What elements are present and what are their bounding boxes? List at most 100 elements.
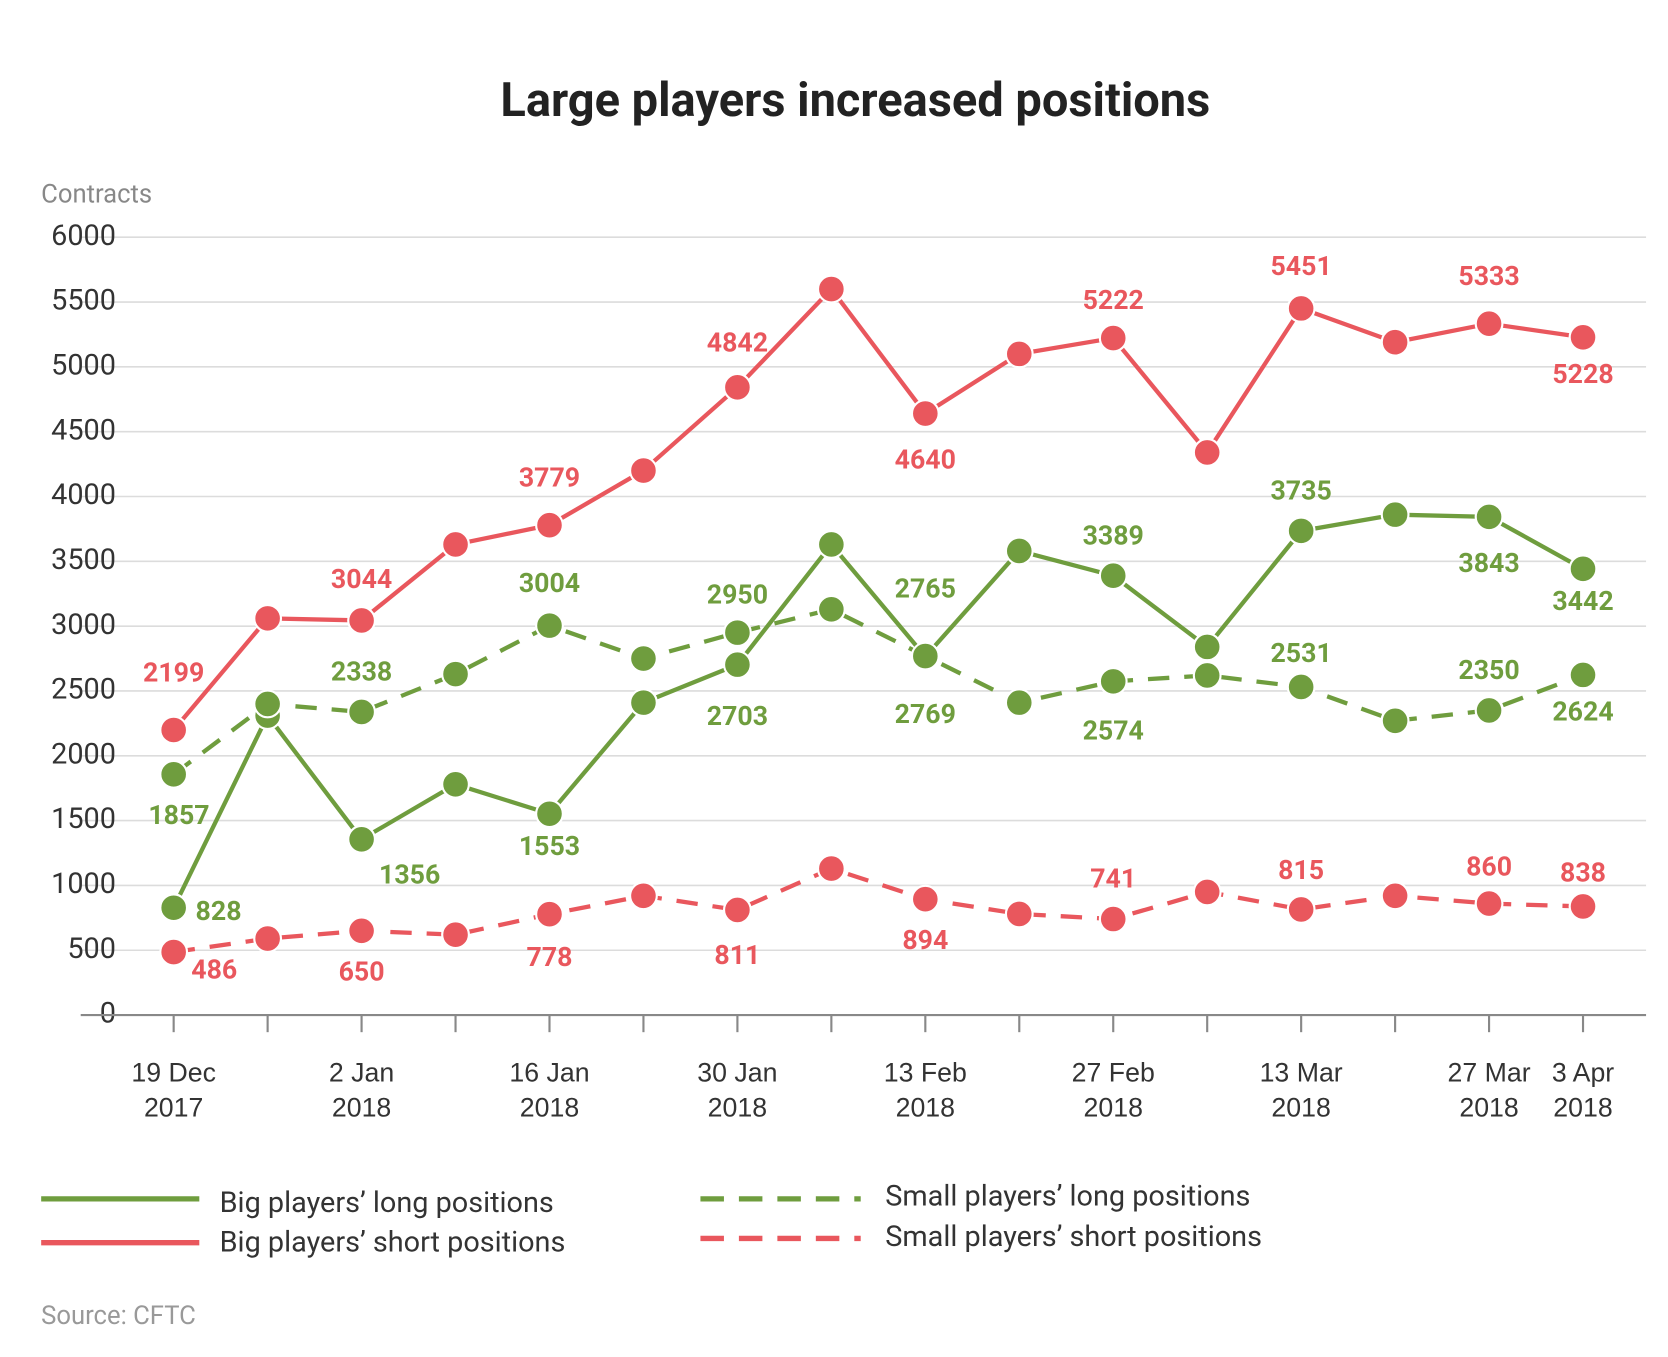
point <box>535 510 564 540</box>
point <box>1474 889 1504 919</box>
x-tick-label: 13 Feb 2018 <box>883 1057 967 1123</box>
y-tick-label: 4000 <box>51 478 116 512</box>
point <box>1380 706 1410 736</box>
point <box>159 893 189 923</box>
x-tick-box: 3 Apr 2018 <box>1551 1057 1615 1123</box>
point <box>535 611 564 641</box>
data-label: 2350 <box>1458 654 1519 686</box>
y-axis-label: Contracts <box>41 179 152 209</box>
y-tick-label: 1000 <box>51 867 116 901</box>
point <box>722 618 752 648</box>
point <box>910 399 940 428</box>
point <box>1192 437 1222 467</box>
data-label: 650 <box>339 956 385 988</box>
data-label: 1857 <box>148 799 209 831</box>
point <box>1380 327 1410 357</box>
data-label: 778 <box>527 941 573 973</box>
point <box>441 769 470 799</box>
point <box>253 924 283 954</box>
legend-label: Big players’ long positions <box>220 1186 554 1220</box>
x-tick-box: 27 Mar 2018 <box>1447 1058 1530 1123</box>
point <box>253 689 283 719</box>
series-line <box>173 866 1584 955</box>
y-tick-label: 2500 <box>51 673 116 707</box>
data-label: 2765 <box>895 572 956 604</box>
legend-label: Small players’ short positions <box>885 1220 1262 1254</box>
point <box>535 799 564 829</box>
x-tick-box: 30 Jan 2018 <box>697 1057 778 1123</box>
y-tick-label: 3500 <box>51 543 116 577</box>
point <box>910 884 940 914</box>
x-tick-label: 2 Jan 2018 <box>328 1057 395 1123</box>
data-label: 486 <box>191 953 237 985</box>
point <box>1098 904 1128 934</box>
x-tick-label: 13 Mar 2018 <box>1259 1057 1343 1123</box>
point <box>1380 881 1410 911</box>
data-label: 3389 <box>1083 519 1144 551</box>
x-tick-box: 16 Jan 2018 <box>509 1057 590 1123</box>
source: Source: CFTC <box>41 1301 196 1331</box>
data-label: 2769 <box>895 698 956 730</box>
point <box>1286 672 1316 702</box>
point <box>1004 688 1034 718</box>
data-label: 815 <box>1278 854 1324 886</box>
point <box>535 899 564 929</box>
point <box>1568 892 1598 921</box>
point <box>347 697 377 727</box>
series-line <box>172 607 1584 777</box>
chart-title: Large players increased positions <box>500 73 1210 128</box>
data-label: 2531 <box>1271 637 1332 669</box>
point <box>1380 500 1410 530</box>
point <box>1004 339 1034 369</box>
point <box>1004 536 1034 566</box>
point <box>1568 660 1598 690</box>
data-label: 1553 <box>519 830 580 862</box>
y-tick-label: 2000 <box>51 737 116 771</box>
data-label: 811 <box>714 939 760 971</box>
point <box>1098 323 1128 353</box>
point <box>1474 309 1504 339</box>
point <box>253 603 283 633</box>
point <box>1098 561 1128 591</box>
point <box>722 372 752 402</box>
data-label: 2199 <box>143 656 204 688</box>
x-tick-label: 27 Feb 2018 <box>1071 1057 1155 1123</box>
data-label: 2574 <box>1083 715 1144 747</box>
data-label: 741 <box>1090 863 1136 895</box>
x-tick-label: 16 Jan 2018 <box>509 1057 590 1123</box>
y-tick-label: 3000 <box>51 608 116 642</box>
point <box>816 530 846 559</box>
y-tick-label: 5500 <box>51 284 116 318</box>
point <box>1192 877 1222 907</box>
y-tick-label: 1500 <box>51 802 116 836</box>
data-label: 3735 <box>1271 474 1332 506</box>
series-line <box>172 286 1584 732</box>
x-tick-label: 30 Jan 2018 <box>697 1057 778 1123</box>
x-tick-label: 3 Apr 2018 <box>1551 1057 1615 1123</box>
point <box>629 456 658 485</box>
data-label: 2703 <box>707 700 768 732</box>
point <box>1286 293 1316 323</box>
point <box>722 895 752 925</box>
x-tick-label: 19 Dec 2017 <box>131 1057 216 1123</box>
data-label: 4842 <box>707 327 768 359</box>
data-label: 3843 <box>1458 547 1519 579</box>
point <box>159 715 189 745</box>
point <box>629 688 658 718</box>
point <box>910 641 940 671</box>
point <box>1474 695 1504 725</box>
data-label: 5228 <box>1552 358 1613 390</box>
data-label: 4640 <box>895 444 956 476</box>
legend-label: Big players’ short positions <box>220 1225 566 1259</box>
data-label: 828 <box>196 895 242 927</box>
point <box>441 920 470 950</box>
y-tick-label: 500 <box>67 932 116 966</box>
data-label: 2624 <box>1552 695 1613 727</box>
point <box>1286 894 1316 924</box>
data-label: 5333 <box>1458 260 1519 292</box>
point <box>1568 322 1598 352</box>
data-label: 5222 <box>1083 284 1144 316</box>
point <box>441 530 470 559</box>
point <box>1192 632 1222 662</box>
